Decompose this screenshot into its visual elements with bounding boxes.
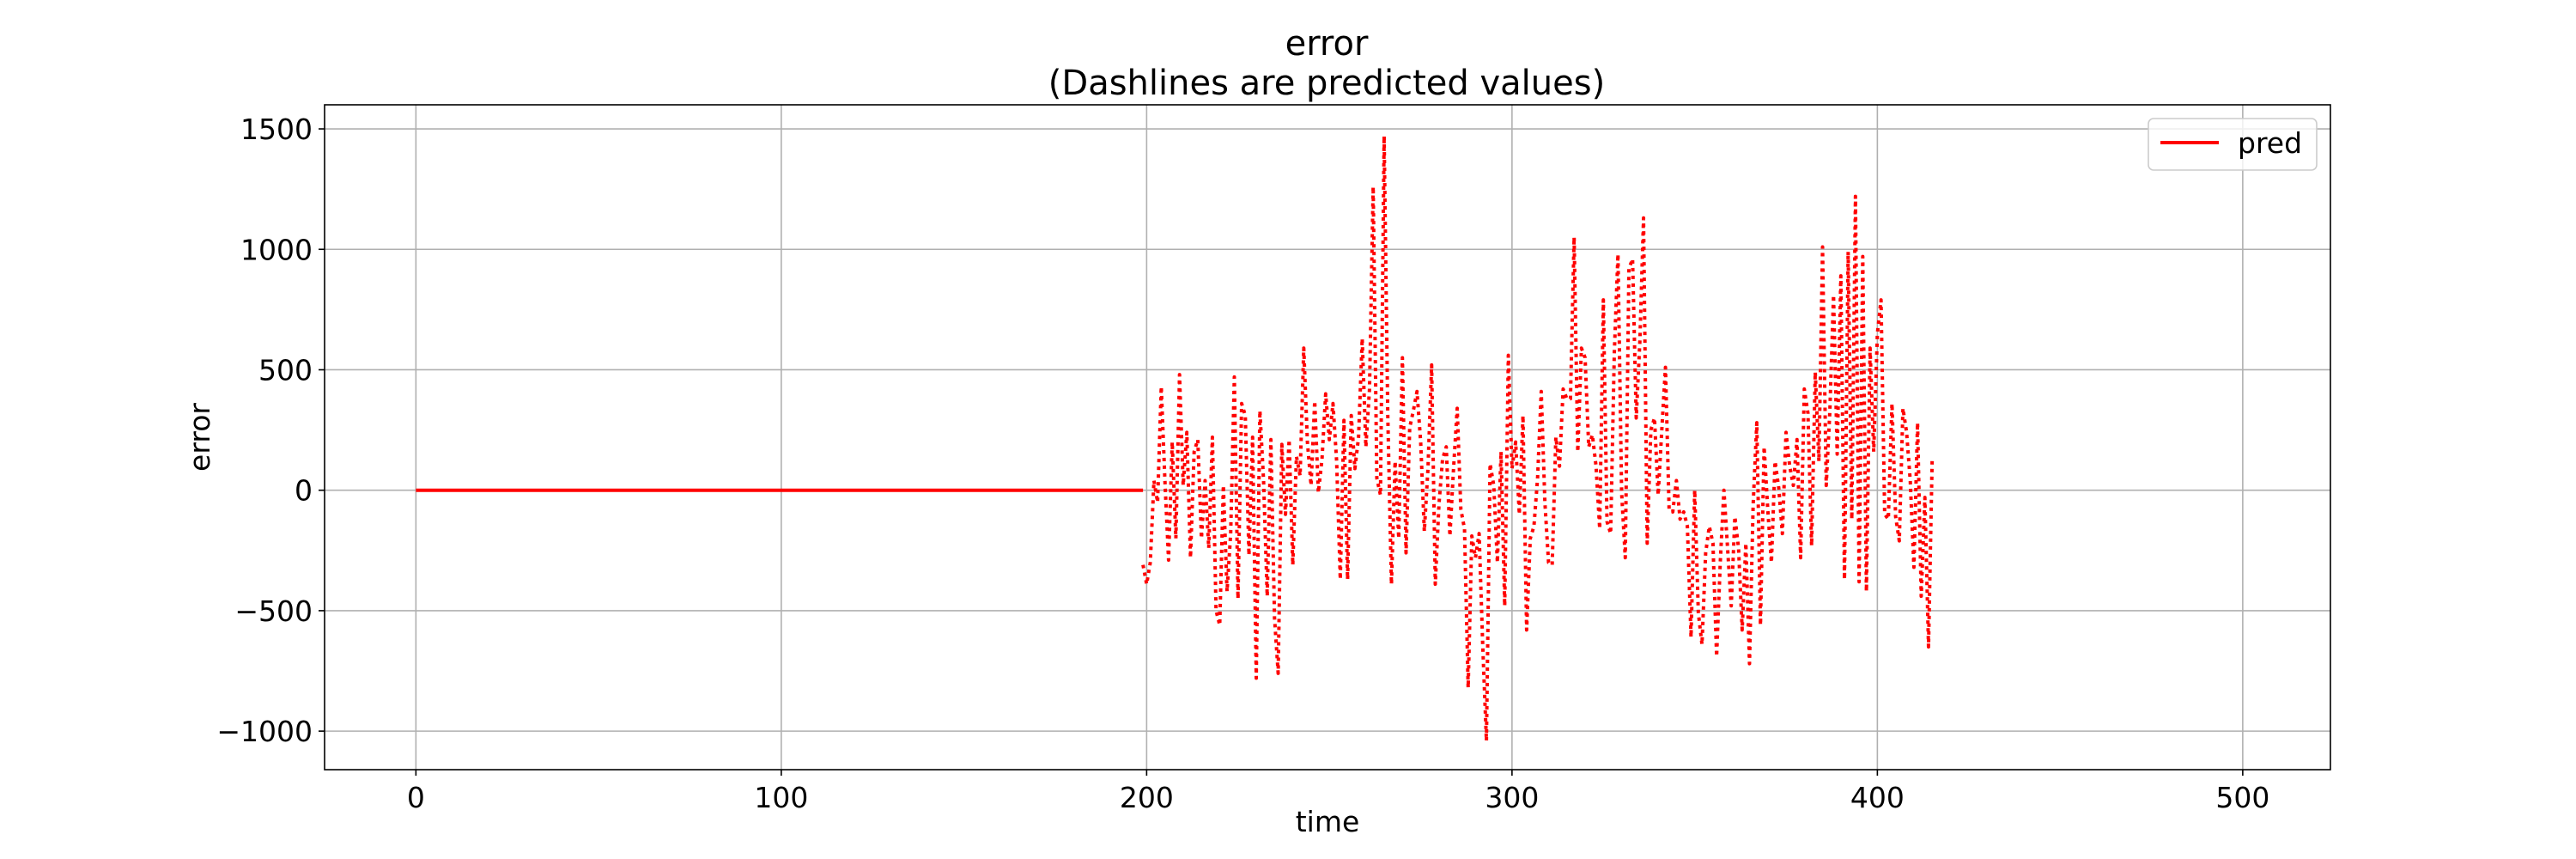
x-tick-label: 300 (1485, 781, 1539, 814)
predicted-dotted-series (1141, 134, 1935, 743)
x-tick-label: 200 (1120, 781, 1174, 814)
x-axis-label: time (1296, 805, 1360, 838)
y-axis-ticks: −1000 −500 0 500 1000 1500 (216, 113, 325, 748)
grid-lines (325, 105, 2330, 770)
series-lines (416, 134, 1935, 743)
y-tick-label: 1500 (240, 113, 313, 146)
plot-frame (324, 104, 2331, 771)
chart-subtitle: (Dashlines are predicted values) (1048, 64, 1605, 103)
chart-title: error (1285, 24, 1369, 64)
x-tick-label: 500 (2215, 781, 2269, 814)
x-tick-label: 0 (407, 781, 425, 814)
y-axis-label: error (183, 403, 216, 472)
legend-box (2148, 118, 2318, 171)
x-tick-label: 400 (1850, 781, 1905, 814)
legend-label-pred: pred (2238, 126, 2302, 160)
y-tick-label: 1000 (240, 233, 313, 266)
x-tick-label: 100 (754, 781, 808, 814)
y-tick-label: −1000 (216, 715, 313, 748)
y-tick-label: −500 (234, 594, 313, 628)
y-tick-label: 0 (295, 474, 313, 508)
y-tick-label: 500 (258, 353, 313, 387)
x-axis-ticks: 0 100 200 300 400 500 (407, 770, 2269, 814)
legend: pred (2148, 118, 2318, 171)
